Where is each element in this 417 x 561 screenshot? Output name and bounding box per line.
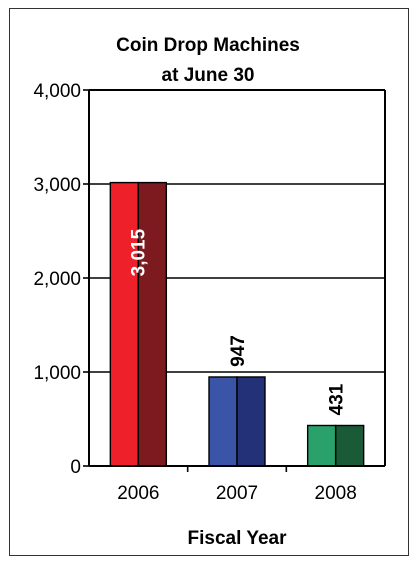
x-axis-label: Fiscal Year (188, 528, 288, 549)
x-tick-label: 2007 (216, 483, 258, 504)
bar-2006-front (109, 181, 140, 467)
bar-2008-side (334, 424, 365, 467)
x-tick-label: 2006 (117, 483, 159, 504)
y-tick-label: 1,000 (33, 363, 81, 384)
bar-2008-front (306, 424, 337, 467)
y-tick-label: 3,000 (33, 175, 81, 196)
x-tick-label: 2008 (315, 483, 357, 504)
data-label: 947 (228, 335, 249, 367)
bar-2006-side (137, 181, 168, 467)
chart-title-line-2: at June 30 (162, 65, 255, 86)
data-label: 431 (327, 383, 348, 415)
data-label: 3,015 (128, 228, 149, 276)
y-tick-label: 0 (70, 457, 81, 478)
chart-title-line-1: Coin Drop Machines (116, 35, 300, 56)
y-tick-label: 2,000 (33, 269, 81, 290)
y-tick-label: 4,000 (33, 81, 81, 102)
bar-2007-front (208, 376, 238, 467)
bar-2007-side (236, 376, 266, 467)
